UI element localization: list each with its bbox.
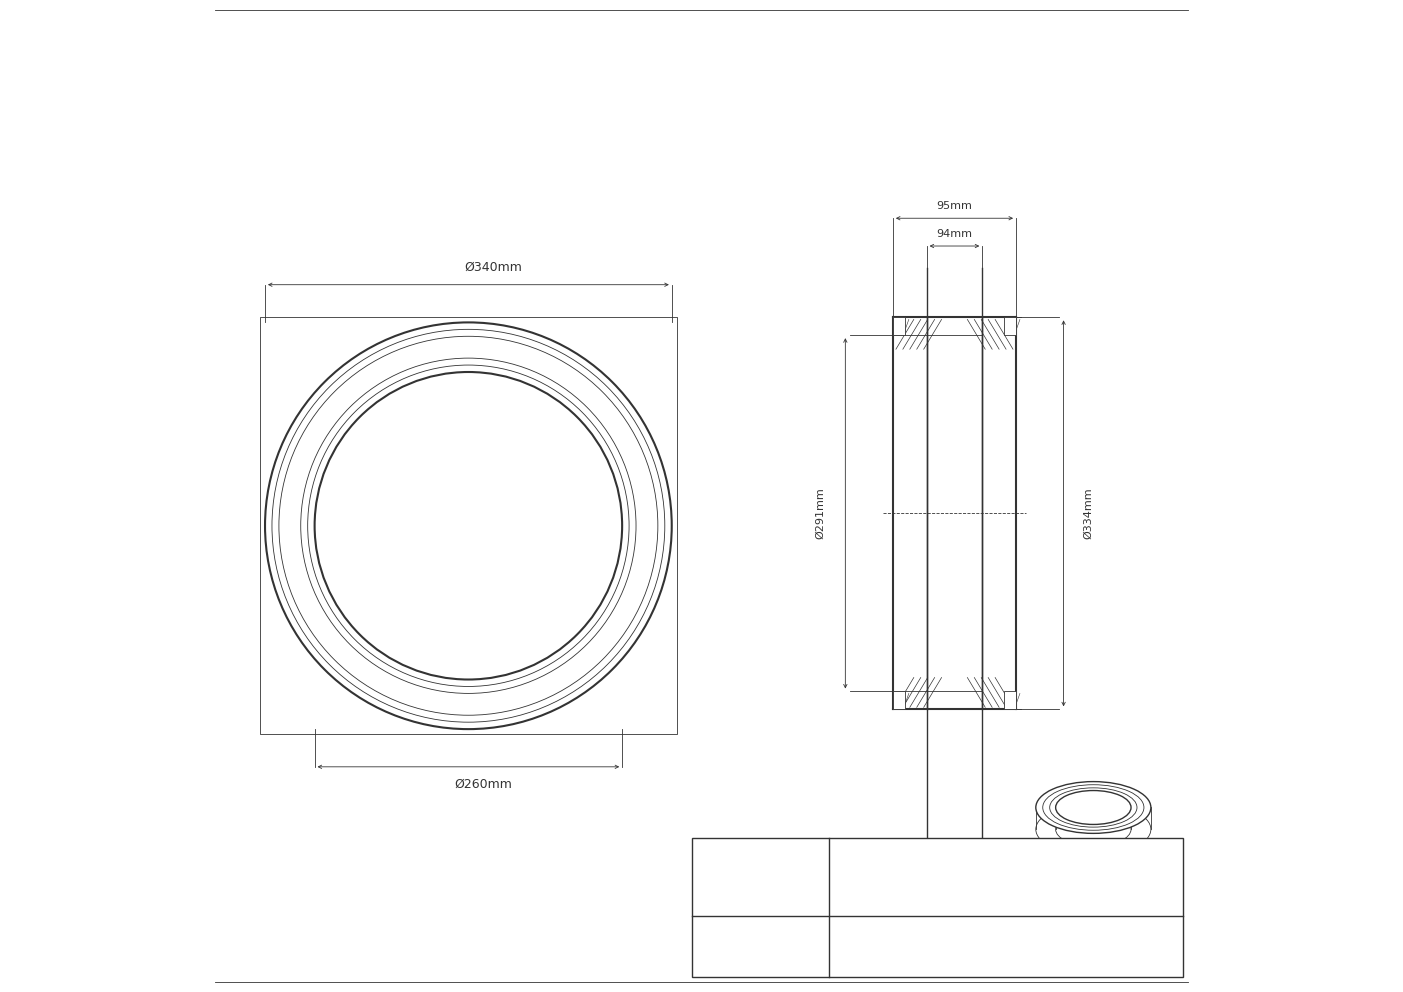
Text: 319452 B-2LS: 319452 B-2LS [947,928,1065,942]
Text: Email: lilybearing@lily-bearing.com: Email: lilybearing@lily-bearing.com [906,882,1104,892]
Bar [1005,691,1016,709]
Text: SHANGHAI LILY BEARING LIMITED: SHANGHAI LILY BEARING LIMITED [895,858,1117,871]
Ellipse shape [1035,782,1150,833]
Bar [892,317,905,335]
Text: 6mm: 6mm [954,905,982,915]
Text: 94mm: 94mm [936,229,972,239]
Text: LILY: LILY [730,863,791,891]
Text: Number: Number [737,949,784,962]
Text: Ø6mm: Ø6mm [922,905,960,915]
Ellipse shape [1055,791,1131,824]
Bar [892,691,905,709]
Bar [260,317,676,734]
Text: Ø291mm: Ø291mm [815,487,825,540]
Text: 8mm: 8mm [926,877,955,887]
Text: Ø334mm: Ø334mm [1083,487,1093,540]
Text: Cylindrical Roller Bearings: Cylindrical Roller Bearings [927,950,1083,963]
Text: Ø340mm: Ø340mm [464,260,522,274]
Text: 95mm: 95mm [937,201,972,211]
Text: ®: ® [803,858,814,868]
Text: Part: Part [749,934,772,947]
Text: Ø260mm: Ø260mm [455,778,512,792]
Bar [1005,317,1016,335]
Bar [692,838,1183,977]
Text: 5mm: 5mm [954,877,982,887]
